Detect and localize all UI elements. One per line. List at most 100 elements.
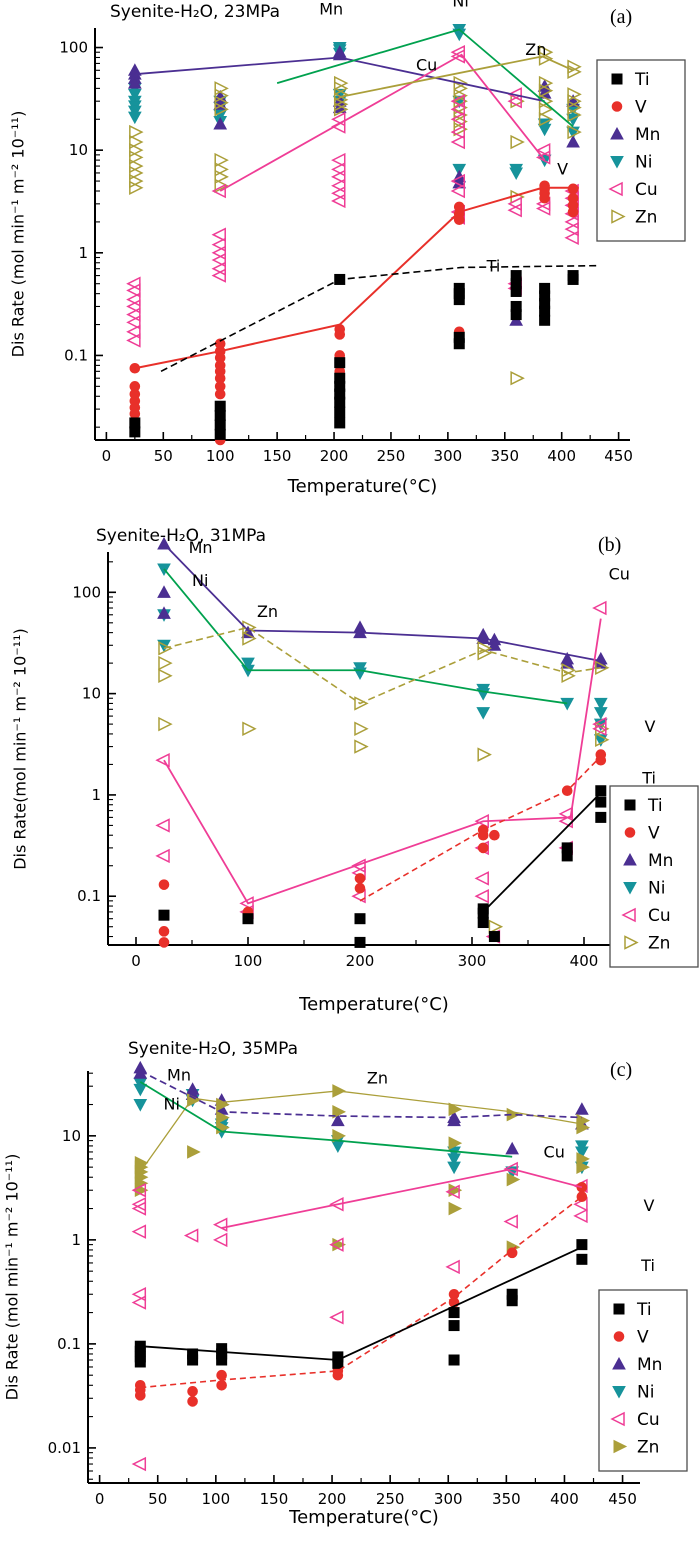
Cu-marker xyxy=(126,299,141,314)
series-Ti xyxy=(129,270,579,440)
x-tick-label: 0 xyxy=(102,447,112,465)
Cu-marker xyxy=(211,245,226,261)
Zn-marker xyxy=(595,721,610,736)
V-marker xyxy=(332,1369,344,1381)
Zn-marker xyxy=(538,102,554,117)
Cu-marker xyxy=(450,124,466,140)
x-tick-label: 350 xyxy=(490,447,519,465)
chart-a-xlabel: Temperature(°C) xyxy=(287,476,438,497)
legend-marker-V xyxy=(611,101,623,112)
Cu-marker xyxy=(331,162,346,177)
Ti-marker xyxy=(477,917,489,929)
line-Ti xyxy=(160,264,599,373)
x-tick-label: 0 xyxy=(95,1490,105,1508)
x-tick-label: 150 xyxy=(260,1490,289,1508)
Ti-marker xyxy=(242,913,254,925)
Ti-marker xyxy=(332,1357,344,1369)
y-tick-label: 0.01 xyxy=(48,1439,81,1457)
V-marker xyxy=(477,829,489,841)
y-tick-label: 10 xyxy=(82,685,101,703)
Cu-marker xyxy=(155,818,170,833)
Zn-marker xyxy=(567,107,582,123)
Ni-marker xyxy=(127,111,142,125)
V-marker xyxy=(334,329,346,340)
Cu-marker xyxy=(331,178,346,193)
Cu-marker xyxy=(131,1287,147,1302)
Cu-marker xyxy=(507,202,522,218)
series-Cu xyxy=(126,45,579,348)
x-tick-label: 0 xyxy=(131,952,141,970)
Ti-marker xyxy=(354,913,366,925)
Ti-marker xyxy=(477,907,489,919)
V-marker xyxy=(158,937,170,948)
Zn-marker xyxy=(448,1201,463,1216)
legend-label-Zn: Zn xyxy=(635,208,657,228)
Zn-marker xyxy=(538,112,554,127)
Ti-marker xyxy=(595,796,607,808)
line-Ni xyxy=(276,28,574,128)
Ti-marker xyxy=(334,357,346,369)
Zn-marker xyxy=(129,180,144,196)
x-tick-label: 300 xyxy=(434,447,463,465)
legend-label-V: V xyxy=(635,98,647,118)
series-Ti xyxy=(158,785,607,948)
Zn-marker xyxy=(567,100,582,115)
Ti-marker xyxy=(539,314,551,326)
Ni-marker xyxy=(476,707,491,720)
annotation-Mn: Mn xyxy=(167,1066,191,1085)
chart-b-canvas: 0 100 200 300 400 0.1 1 10 100 Mn Ni Zn Cu V Ti Ti V Mn Ni… xyxy=(72,536,699,970)
Cu-marker xyxy=(535,201,551,216)
legend-label-Ni: Ni xyxy=(637,1383,654,1403)
Cu-marker xyxy=(126,315,141,330)
Cu-marker xyxy=(507,93,522,109)
Ni-marker xyxy=(331,1140,345,1153)
x-tick-label: 450 xyxy=(608,1490,637,1508)
chart-c-xlabel: Temperature(°C) xyxy=(289,1507,439,1528)
legend-marker-Ni xyxy=(623,882,637,895)
annotation-Mn: Mn xyxy=(319,0,343,18)
Zn-marker xyxy=(354,739,369,754)
x-tick-label: 350 xyxy=(492,1490,521,1508)
Ti-marker xyxy=(510,285,522,297)
Zn-marker xyxy=(214,169,229,185)
annotation-Ti: Ti xyxy=(486,256,501,275)
Cu-marker xyxy=(331,193,346,209)
Zn-marker xyxy=(354,696,369,711)
legend-label-Ti: Ti xyxy=(634,70,650,90)
Zn-marker xyxy=(332,1129,346,1143)
Ti-marker xyxy=(448,1354,460,1366)
Cu-marker xyxy=(212,1232,228,1248)
x-tick-label: 400 xyxy=(570,952,599,970)
legend-marker-Zn xyxy=(611,209,626,224)
Cu-marker xyxy=(450,183,466,199)
Zn-marker xyxy=(129,134,144,150)
Ti-marker xyxy=(334,417,346,429)
annotation-Cu: Cu xyxy=(416,55,437,74)
annotation-Ti: Ti xyxy=(641,768,656,787)
legend-label-Ti: Ti xyxy=(636,1300,652,1320)
V-marker xyxy=(158,926,170,937)
legend-marker-Ti xyxy=(613,1303,625,1315)
Zn-marker xyxy=(510,370,525,386)
Cu-marker xyxy=(329,1310,344,1325)
annotation-Zn: Zn xyxy=(525,40,546,59)
series-Cu xyxy=(131,1161,588,1472)
line-Cu xyxy=(221,1168,583,1229)
Ti-marker xyxy=(561,850,573,862)
Zn-marker xyxy=(333,102,349,117)
series-Cu xyxy=(155,600,607,944)
chart-a-ylabel: Dis Rate (mol min⁻¹ m⁻² 10⁻¹¹) xyxy=(8,110,28,358)
annotation-Cu: Cu xyxy=(609,564,630,583)
V-marker xyxy=(187,1396,198,1407)
Ni-marker xyxy=(213,109,228,123)
line-Zn xyxy=(139,1090,583,1173)
Zn-marker xyxy=(332,1105,346,1119)
Ti-marker xyxy=(214,428,226,440)
V-marker xyxy=(354,873,366,884)
annotation-Mn: Mn xyxy=(189,538,213,557)
x-tick-label: 100 xyxy=(206,447,235,465)
Ti-marker xyxy=(576,1239,588,1251)
Ti-marker xyxy=(595,811,607,823)
Ti-marker xyxy=(334,406,346,418)
Cu-marker xyxy=(211,237,226,252)
